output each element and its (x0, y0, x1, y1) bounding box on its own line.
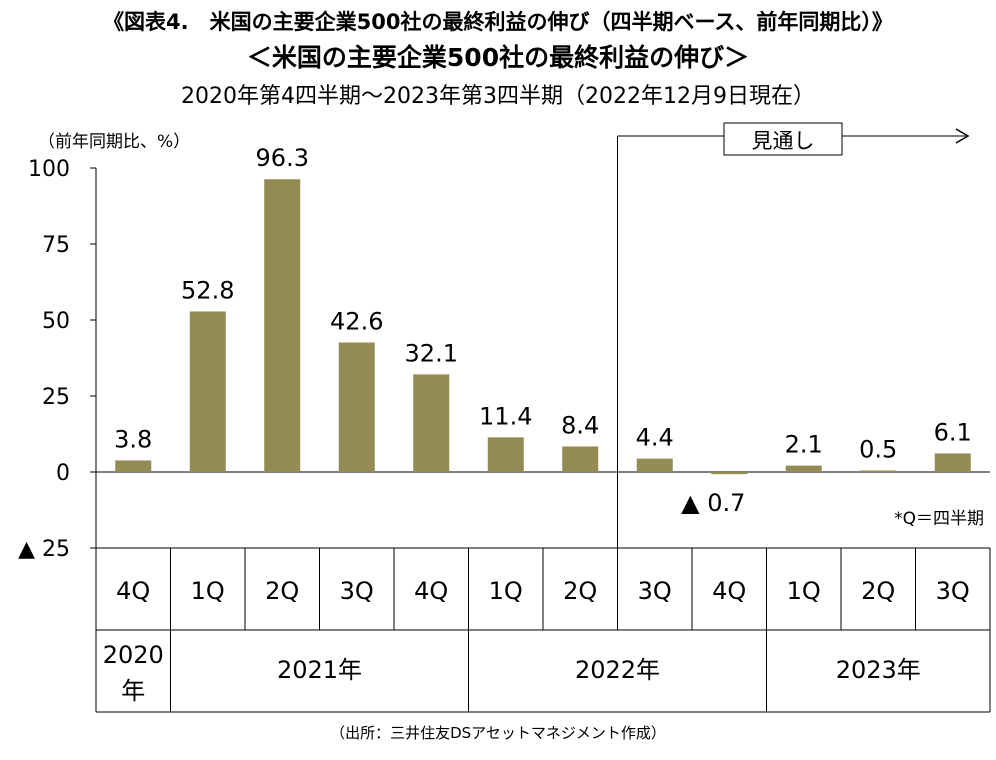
data-label: 3.8 (114, 425, 152, 453)
bar (338, 342, 375, 472)
year-label: 2023年 (836, 656, 921, 684)
data-label: 6.1 (934, 418, 972, 446)
y-tick-label: 100 (28, 157, 70, 182)
bar (487, 437, 524, 472)
bar (115, 460, 152, 472)
year-label: 2021年 (277, 656, 362, 684)
forecast-arrow-head (955, 128, 970, 144)
category-label: 2Q (265, 577, 299, 605)
source-note: （出所：三井住友DSアセットマネジメント作成） (330, 724, 666, 742)
forecast-box (723, 122, 843, 156)
bar (785, 465, 822, 472)
category-label: 3Q (638, 577, 672, 605)
category-label: 1Q (489, 577, 523, 605)
bar (860, 470, 897, 472)
data-label: 32.1 (405, 339, 458, 367)
y-tick-label: ▲ 25 (18, 537, 70, 562)
chart-subtitle: 2020年第4四半期～2023年第3四半期（2022年12月9日現在） (181, 84, 815, 109)
quarter-note: *Q＝四半期 (894, 509, 984, 529)
data-label: 11.4 (479, 402, 532, 430)
y-tick-label: 50 (42, 309, 70, 334)
category-label: 2Q (861, 577, 895, 605)
y-axis-label: （前年同期比、%） (38, 132, 190, 152)
data-label: ▲ 0.7 (681, 489, 745, 517)
bar (934, 453, 971, 472)
data-label: 4.4 (636, 424, 674, 452)
chart-title: ＜米国の主要企業500社の最終利益の伸び＞ (246, 43, 750, 72)
y-tick-label: 0 (56, 461, 70, 486)
category-label: 3Q (340, 577, 374, 605)
bar (562, 446, 599, 472)
figure-title: 《図表4. 米国の主要企業500社の最終利益の伸び（四半期ベース、前年同期比）》 (103, 10, 893, 34)
data-label: 8.4 (561, 411, 599, 439)
category-label: 4Q (116, 577, 150, 605)
y-tick-label: 75 (42, 233, 70, 258)
bar (264, 179, 301, 473)
bar (711, 472, 748, 475)
y-tick-label: 25 (42, 385, 70, 410)
bar (189, 311, 226, 472)
data-label: 2.1 (785, 431, 823, 459)
year-label: 2020 年 (103, 641, 164, 705)
forecast-label: 見通し (752, 129, 815, 153)
category-label: 3Q (936, 577, 970, 605)
bar (413, 374, 450, 472)
bar-chart: （前年同期比、%） 100 75 50 25 0 ▲ 25 4Q 1Q 2Q 3Q 4Q 1Q 2Q 3Q 4… (18, 122, 991, 713)
data-label: 96.3 (256, 144, 309, 172)
category-label: 2Q (563, 577, 597, 605)
data-label: 42.6 (330, 307, 383, 335)
data-label: 52.8 (181, 276, 234, 304)
category-label: 4Q (414, 577, 448, 605)
category-label: 1Q (191, 577, 225, 605)
data-label: 0.5 (859, 435, 897, 463)
category-label: 1Q (787, 577, 821, 605)
bar (636, 458, 673, 472)
year-label: 2022年 (575, 656, 660, 684)
category-label: 4Q (712, 577, 746, 605)
